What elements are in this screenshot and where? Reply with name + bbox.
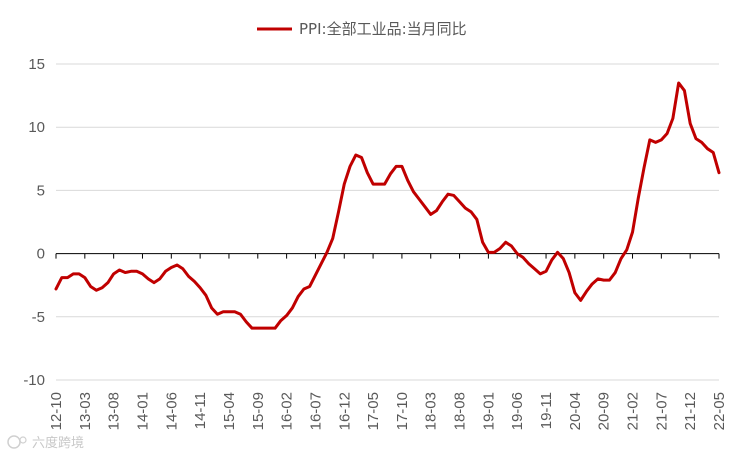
watermark: 六度跨境: [7, 435, 84, 451]
x-tick-label: 13-08: [106, 392, 123, 430]
x-tick-label: 19-01: [480, 392, 497, 430]
x-tick-label: 16-02: [279, 392, 296, 430]
y-tick-label: 10: [28, 119, 45, 136]
x-tick-label: 17-05: [365, 392, 382, 430]
x-tick-label: 12-10: [48, 392, 65, 430]
x-tick-label: 19-06: [509, 392, 526, 430]
legend-label: PPI:全部工业品:当月同比: [299, 20, 467, 38]
x-tick-label: 16-12: [336, 392, 353, 430]
watermark-logo-icon: [7, 435, 27, 449]
x-tick-label: 20-04: [567, 392, 584, 430]
x-tick-label: 17-10: [394, 392, 411, 430]
legend: PPI:全部工业品:当月同比: [257, 20, 467, 38]
x-tick-label: 19-11: [538, 392, 555, 429]
x-tick-label: 20-09: [596, 392, 613, 430]
x-tick-label: 21-07: [653, 392, 670, 430]
watermark-text: 六度跨境: [32, 435, 84, 451]
x-tick-label: 16-07: [307, 392, 324, 430]
y-tick-label: -10: [23, 372, 45, 389]
x-tick-label: 18-03: [423, 392, 440, 430]
x-tick-label: 14-11: [192, 392, 209, 429]
gridlines: [56, 63, 719, 381]
y-tick-label: 15: [28, 56, 45, 73]
x-tick-label: 15-09: [250, 392, 267, 430]
x-tick-label: 21-12: [682, 392, 699, 430]
x-tick-label: 15-04: [221, 392, 238, 430]
x-tick-label: 22-05: [711, 392, 728, 430]
x-tick-label: 18-08: [452, 392, 469, 430]
x-tick-label: 13-03: [77, 392, 94, 430]
series-line-ppi: [54, 81, 721, 330]
x-axis-tick-labels: 12-10 13-03 13-08 14-01 14-06 14-11 15-04 15-09…: [48, 253, 728, 430]
y-tick-label: -5: [32, 309, 45, 326]
x-tick-label: 14-01: [134, 392, 151, 430]
x-tick-label: 14-06: [163, 392, 180, 430]
y-tick-label: 5: [37, 182, 45, 199]
y-axis-tick-labels: -10 -5 0 5 10 15: [23, 56, 45, 389]
y-tick-label: 0: [37, 246, 45, 263]
x-tick-label: 21-02: [625, 392, 642, 430]
